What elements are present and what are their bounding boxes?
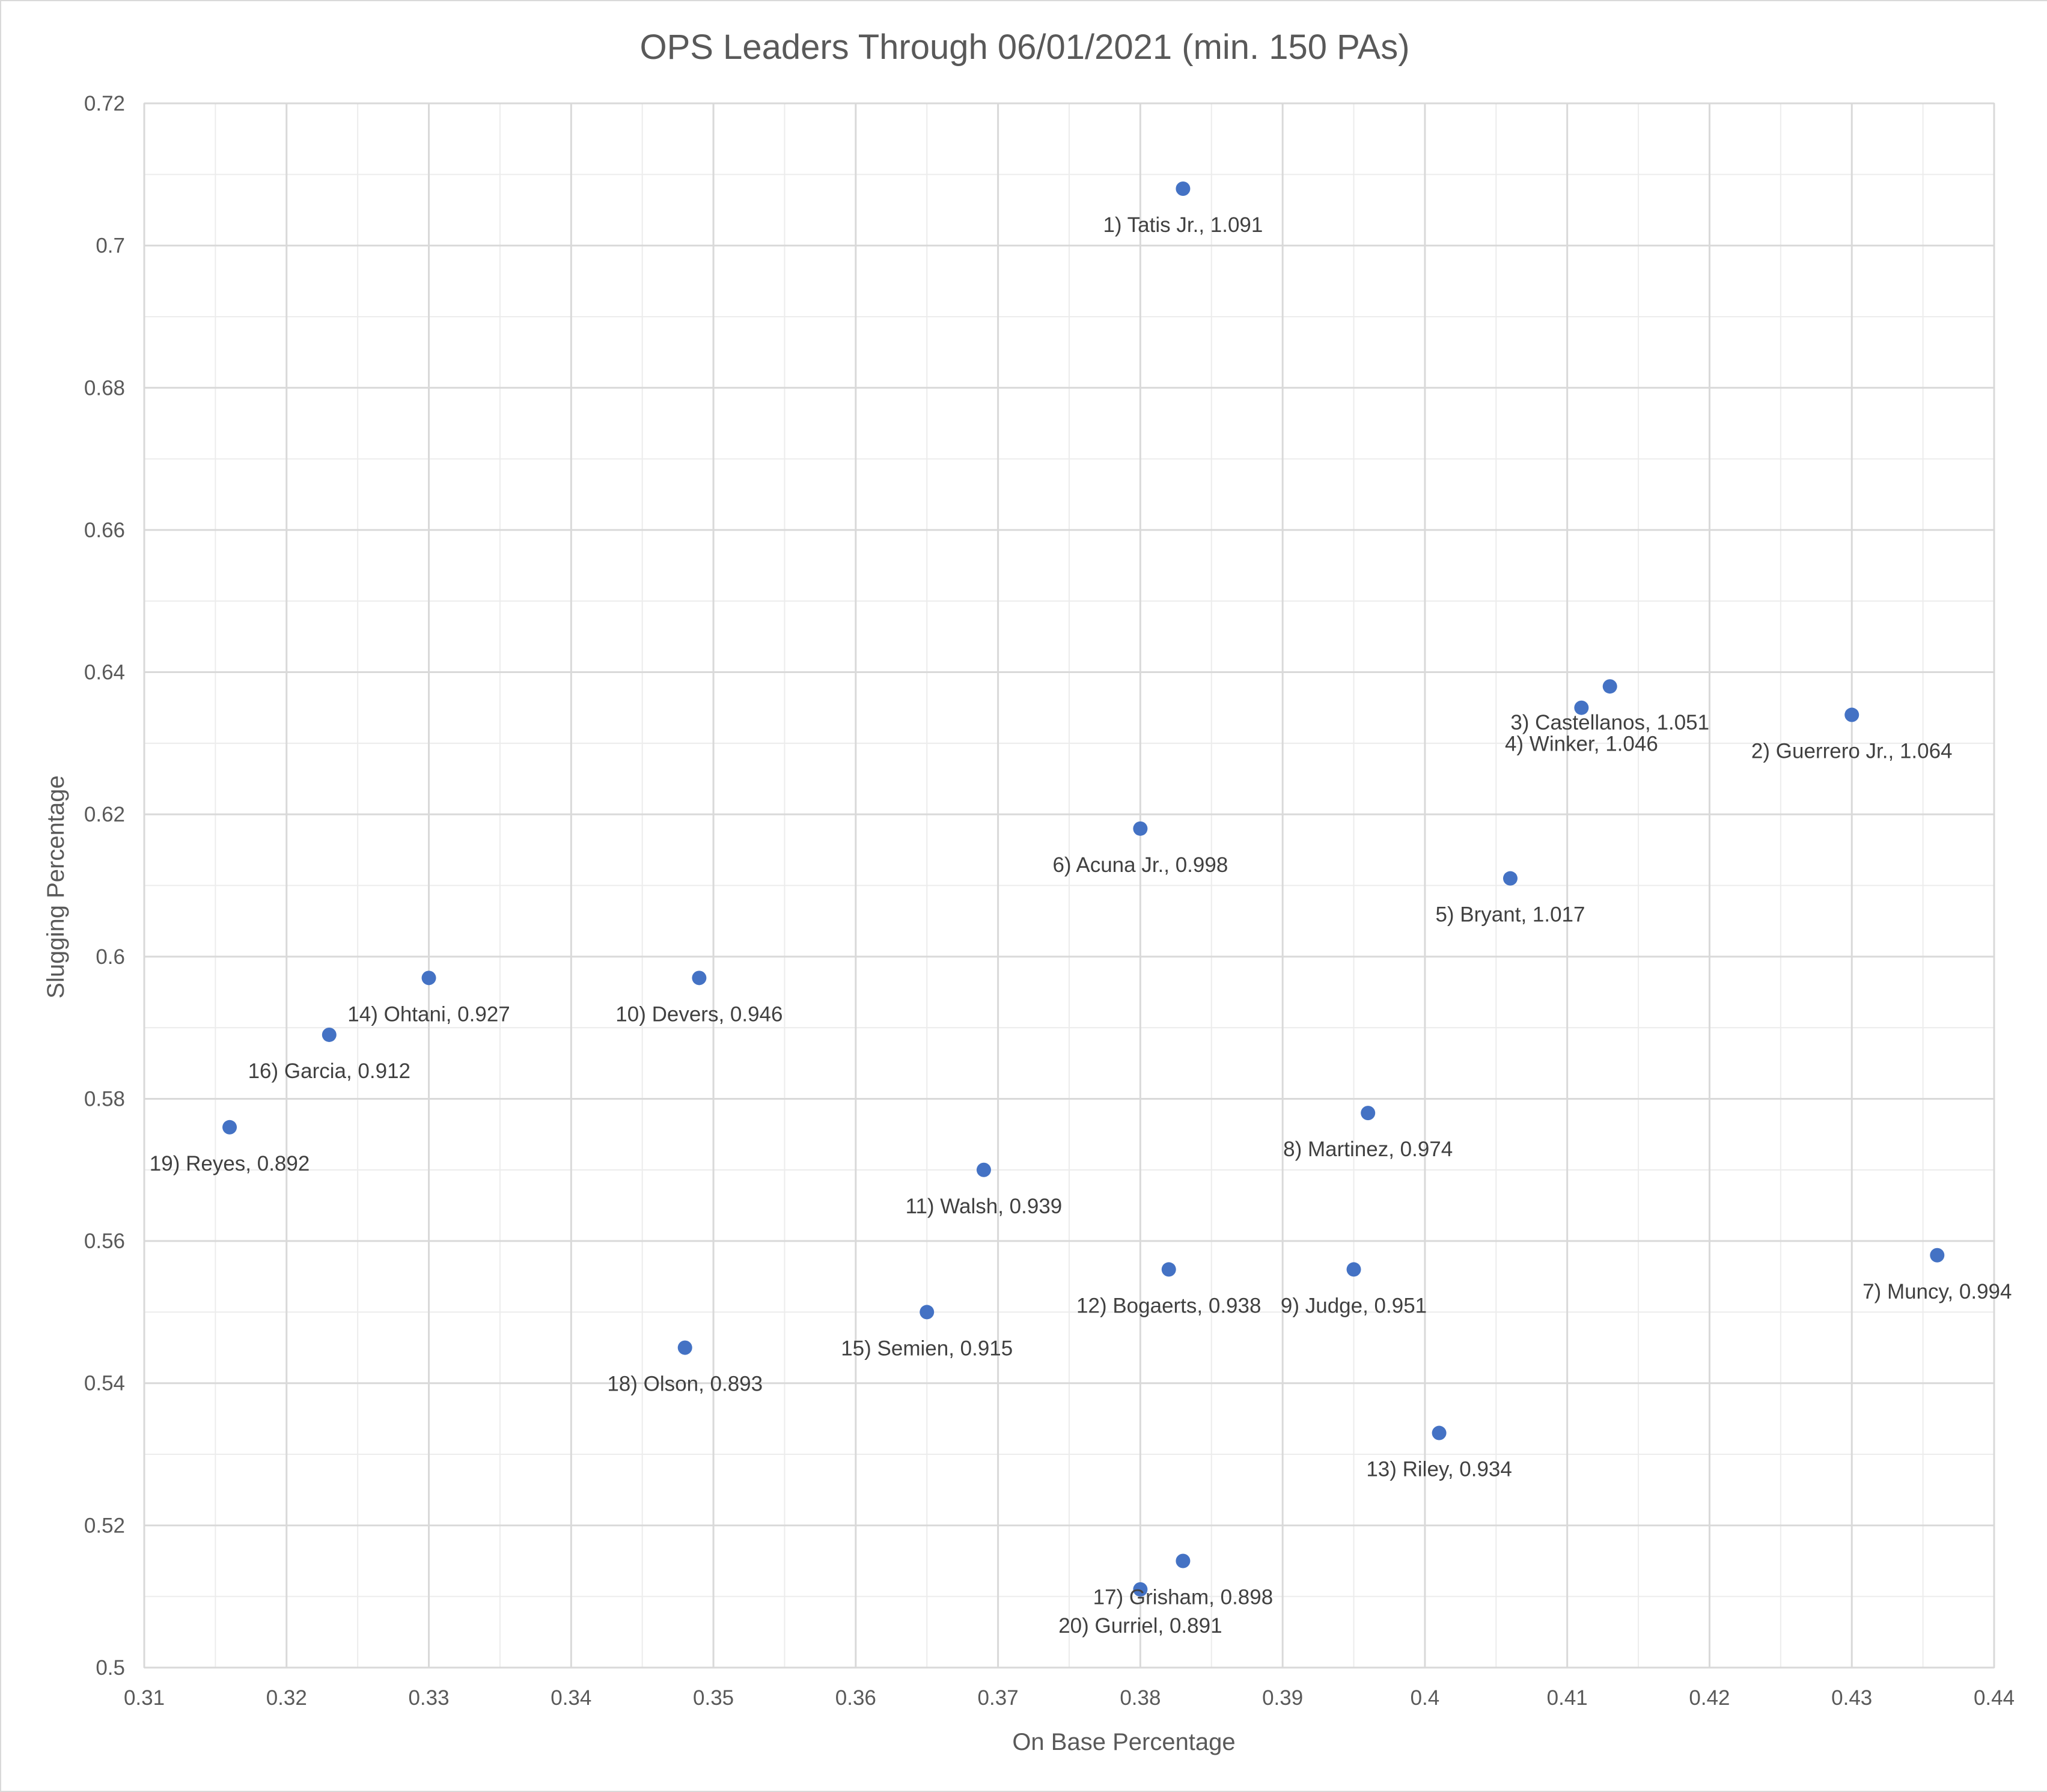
data-point [222, 1120, 237, 1135]
data-point [421, 971, 436, 986]
data-point [1361, 1106, 1376, 1121]
y-tick-label: 0.72 [84, 92, 125, 115]
x-tick-label: 0.37 [978, 1686, 1019, 1710]
data-point-label: 9) Judge, 0.951 [1281, 1294, 1427, 1317]
data-point [1176, 181, 1191, 196]
y-tick-label: 0.66 [84, 519, 125, 542]
x-tick-label: 0.43 [1831, 1686, 1872, 1710]
y-tick-label: 0.58 [84, 1087, 125, 1111]
y-tick-label: 0.56 [84, 1230, 125, 1253]
chart-title: OPS Leaders Through 06/01/2021 (min. 150… [639, 28, 1409, 67]
data-point-label: 16) Garcia, 0.912 [248, 1059, 410, 1083]
data-point-labels: 1) Tatis Jr., 1.091 2) Guerrero Jr., 1.06… [150, 213, 2012, 1638]
x-axis-tick-labels: 0.31 0.32 0.33 0.34 0.35 0.36 0.37 0.38 0.39 0.4 0… [124, 1686, 2015, 1710]
data-point-label: 7) Muncy, 0.994 [1862, 1280, 2012, 1303]
data-point [692, 971, 707, 986]
x-axis-label: On Base Percentage [1012, 1729, 1235, 1755]
data-point-label: 6) Acuna Jr., 0.998 [1052, 853, 1228, 877]
x-tick-label: 0.41 [1547, 1686, 1588, 1710]
x-tick-label: 0.36 [835, 1686, 876, 1710]
data-point [1133, 821, 1148, 836]
data-point-label: 4) Winker, 1.046 [1505, 733, 1658, 756]
y-tick-label: 0.7 [96, 234, 125, 258]
x-tick-label: 0.34 [551, 1686, 591, 1710]
data-point [1602, 679, 1617, 694]
y-tick-label: 0.62 [84, 803, 125, 826]
data-point [1346, 1262, 1361, 1277]
x-tick-label: 0.44 [1974, 1686, 2015, 1710]
data-point-label: 3) Castellanos, 1.051 [1510, 711, 1709, 734]
y-tick-label: 0.52 [84, 1514, 125, 1537]
data-point-label: 8) Martinez, 0.974 [1283, 1138, 1453, 1161]
data-point-label: 17) Grisham, 0.898 [1093, 1586, 1274, 1609]
x-tick-label: 0.31 [124, 1686, 165, 1710]
data-point-label: 11) Walsh, 0.939 [906, 1195, 1063, 1218]
data-point-label: 5) Bryant, 1.017 [1435, 903, 1585, 927]
data-point [1930, 1248, 1945, 1263]
data-point-label: 2) Guerrero Jr., 1.064 [1751, 740, 1953, 763]
data-point [976, 1162, 991, 1177]
data-point-label: 15) Semien, 0.915 [841, 1336, 1013, 1360]
data-points [222, 181, 1945, 1597]
x-tick-label: 0.42 [1689, 1686, 1730, 1710]
data-point-label: 19) Reyes, 0.892 [150, 1152, 310, 1175]
data-point [1502, 871, 1518, 886]
x-tick-label: 0.32 [266, 1686, 307, 1710]
x-tick-label: 0.33 [408, 1686, 449, 1710]
data-point [1844, 707, 1859, 722]
data-point-label: 18) Olson, 0.893 [607, 1373, 763, 1396]
data-point [1432, 1425, 1447, 1440]
data-point-label: 1) Tatis Jr., 1.091 [1103, 213, 1263, 237]
y-tick-label: 0.54 [84, 1372, 125, 1395]
data-point-label: 10) Devers, 0.946 [615, 1002, 782, 1026]
y-axis-label: Slugging Percentage [43, 775, 69, 998]
data-point-label: 12) Bogaerts, 0.938 [1076, 1294, 1261, 1317]
data-point [920, 1305, 935, 1320]
x-tick-label: 0.39 [1262, 1686, 1303, 1710]
x-tick-label: 0.35 [693, 1686, 734, 1710]
plot-area-border [144, 103, 1995, 1668]
data-point [322, 1027, 337, 1042]
y-tick-label: 0.64 [84, 661, 125, 684]
data-point [1574, 700, 1589, 715]
data-point [1133, 1582, 1148, 1597]
y-tick-label: 0.5 [96, 1656, 125, 1680]
data-point-label: 13) Riley, 0.934 [1366, 1458, 1512, 1481]
data-point-label: 14) Ohtani, 0.927 [347, 1002, 510, 1026]
data-point [1176, 1553, 1191, 1568]
minor-gridlines [144, 103, 1994, 1668]
y-axis-tick-labels: 0.5 0.52 0.54 0.56 0.58 0.6 0.62 0.64 0.66 0.68 0.… [84, 92, 125, 1680]
data-point [677, 1340, 692, 1355]
x-tick-label: 0.4 [1411, 1686, 1440, 1710]
y-tick-label: 0.68 [84, 376, 125, 400]
data-point-label: 20) Gurriel, 0.891 [1058, 1614, 1222, 1638]
data-point [1161, 1262, 1176, 1277]
x-tick-label: 0.38 [1120, 1686, 1161, 1710]
y-tick-label: 0.6 [96, 945, 125, 969]
